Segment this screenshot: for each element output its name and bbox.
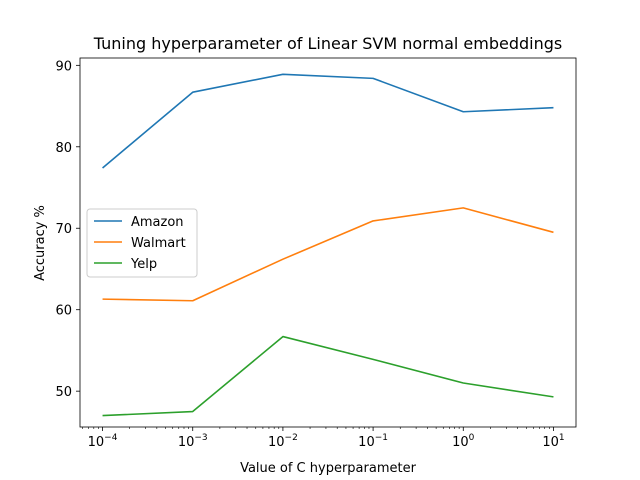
legend-label: Yelp (130, 257, 157, 272)
y-tick-label: 50 (55, 385, 72, 400)
x-tick-label: 101 (542, 433, 564, 450)
series-layer (102, 73, 554, 417)
x-tick-label: 100 (452, 433, 475, 450)
y-axis: 50 60 70 80 90 (55, 59, 80, 400)
x-axis: 10−4 10−3 10−2 10−1 100 101 (82, 427, 565, 450)
chart-title: Tuning hyperparameter of Linear SVM norm… (93, 34, 562, 53)
y-tick-label: 60 (55, 304, 72, 319)
y-tick-label: 90 (55, 59, 72, 74)
series-line-amazon (102, 73, 554, 169)
y-tick-label: 80 (55, 141, 72, 156)
series-line-walmart (102, 207, 554, 302)
plot-frame (79, 57, 577, 428)
legend: Amazon Walmart Yelp (86, 208, 198, 278)
x-tick-label: 10−2 (268, 433, 298, 450)
y-axis-label: Accuracy % (33, 205, 48, 281)
y-tick-label: 70 (55, 222, 72, 237)
plot-area (79, 57, 577, 428)
series-line-yelp (102, 335, 554, 417)
x-tick-label: 10−1 (358, 433, 388, 450)
legend-frame (86, 208, 198, 278)
x-axis-label: Value of C hyperparameter (240, 461, 417, 476)
legend-label: Amazon (131, 215, 184, 230)
x-tick-label: 10−4 (88, 433, 118, 450)
legend-label: Walmart (131, 236, 186, 251)
x-tick-label: 10−3 (178, 433, 208, 450)
